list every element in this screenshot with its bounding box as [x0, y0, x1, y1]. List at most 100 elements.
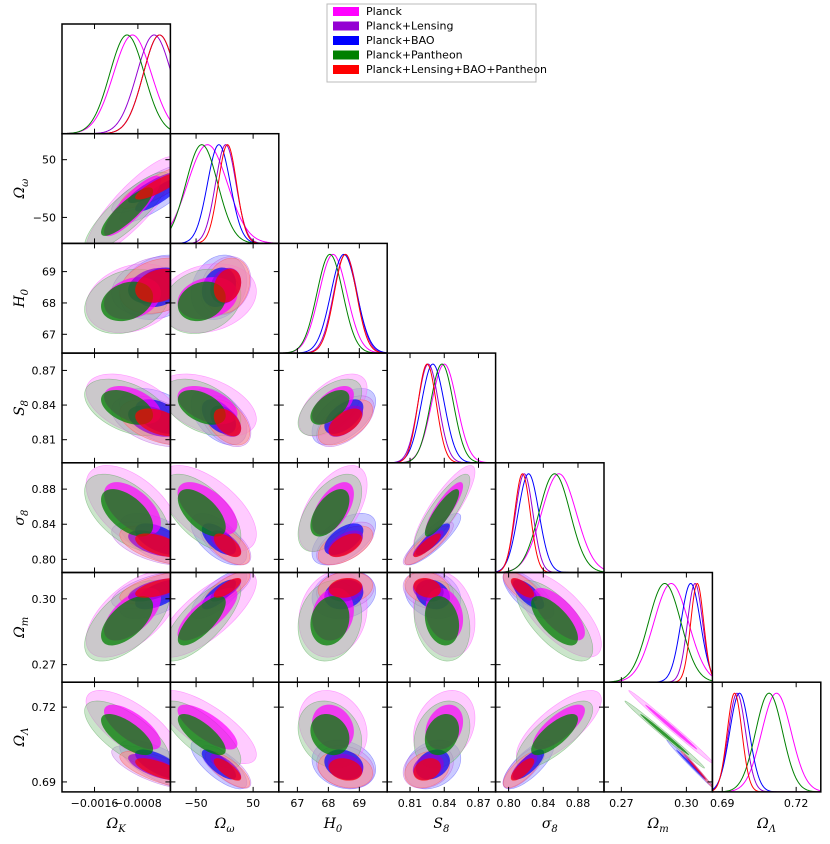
pdf-Planck [387, 363, 496, 463]
y-axis-label-Ow: Ωω [12, 179, 31, 200]
contour-inner-Planck+Lensing+BAO+Pantheon [135, 268, 171, 303]
contour-inner-Planck+Pantheon [424, 596, 460, 646]
x-tick-label: 0.84 [432, 797, 457, 810]
contour-inner-Planck+Pantheon [177, 713, 226, 756]
pdf-Planck+Lensing+BAO+Pantheon [387, 363, 496, 463]
panel-frame [603, 681, 714, 793]
y-axis-label-s8: σ8 [12, 510, 31, 526]
pdf-Planck+Lensing+BAO+Pantheon [62, 34, 171, 134]
contour-inner-Planck+Lensing+BAO+Pantheon [135, 533, 171, 558]
contour-inner-Planck+Pantheon [177, 489, 226, 537]
panel-s8-Om [502, 572, 602, 662]
y-axis-label-OL: ΩΛ [12, 728, 31, 748]
panel-frame [386, 352, 497, 464]
contour-inner-Planck+Lensing+BAO+Pantheon [328, 408, 363, 437]
panel-1d-H0 [278, 253, 388, 354]
contour-inner-Planck+Pantheon [531, 713, 578, 756]
legend-label-4: Planck+Lensing+BAO+Pantheon [366, 63, 547, 76]
pdf-Planck+Lensing [604, 583, 713, 683]
contour-inner-Planck+BAO [676, 749, 706, 780]
panel-Ow-S8 [170, 373, 257, 447]
contour-inner-Planck+Pantheon [310, 596, 350, 646]
legend-swatch-2 [333, 36, 359, 45]
legend-swatch-4 [333, 65, 359, 74]
y-axis-label-S8: S8 [12, 400, 31, 416]
panel-Ok-S8 [84, 373, 171, 447]
contour-inner-Planck+Lensing+BAO+Pantheon [510, 758, 535, 781]
pdf-Planck+Pantheon [495, 473, 605, 573]
panel-Ok-s8 [84, 465, 171, 565]
panels-layer [62, 34, 821, 792]
panel-Ow-s8 [170, 465, 257, 566]
pdf-Planck+Lensing+BAO+Pantheon [604, 583, 713, 683]
y-tick-label: 0.80 [32, 553, 57, 566]
panel-H0-OL [297, 690, 377, 790]
panel-Ow-Om [170, 572, 257, 662]
contour-inner-Planck+Lensing+BAO+Pantheon [135, 758, 171, 781]
pdf-Planck+Lensing [495, 473, 604, 573]
y-tick-label: 68 [42, 297, 56, 310]
pdf-Planck+Lensing+BAO+Pantheon [712, 692, 821, 792]
panel-s8-OL [502, 690, 602, 790]
contour-inner-Planck+Lensing+BAO+Pantheon [413, 577, 441, 598]
contour-inner-Planck+Pantheon [177, 596, 226, 646]
legend-label-2: Planck+BAO [366, 34, 435, 47]
panel-1d-Ow [170, 144, 279, 244]
pdf-Planck+Lensing [387, 363, 496, 463]
pdf-Planck [712, 692, 821, 792]
x-axis-label-OL: ΩΛ [756, 816, 776, 835]
panel-Ow-OL [170, 690, 257, 790]
y-tick-label: 0.72 [32, 701, 57, 714]
x-axis-label-Ok: ΩK [106, 816, 127, 835]
contour-inner-Planck+Pantheon [101, 489, 154, 537]
x-tick-label: 0.30 [674, 797, 699, 810]
contour-inner-Planck+Pantheon [310, 390, 350, 425]
x-tick-label: −0.0008 [114, 797, 162, 810]
panel-Ow-H0 [170, 254, 257, 334]
contour-inner-Planck+Pantheon [101, 187, 154, 236]
y-tick-label: −50 [33, 211, 56, 224]
x-tick-label: −50 [184, 797, 207, 810]
panel-Ok-H0 [84, 254, 171, 334]
contour-inner-Planck+Lensing+BAO+Pantheon [687, 758, 707, 781]
x-tick-label: 67 [290, 797, 304, 810]
legend-swatch-0 [333, 7, 359, 16]
y-tick-label: 0.81 [32, 434, 57, 447]
legend-label-1: Planck+Lensing [366, 20, 453, 33]
pdf-Planck+Lensing+BAO+Pantheon [495, 473, 604, 573]
x-tick-label: 68 [321, 797, 335, 810]
x-tick-label: 0.84 [531, 797, 556, 810]
panel-H0-S8 [297, 373, 377, 447]
pdf-Planck+Lensing+BAO+Pantheon [278, 253, 388, 354]
contour-inner-Planck+Pantheon [640, 713, 690, 756]
y-axis-label-Om: Ωm [12, 617, 31, 639]
contour-inner-Planck+Pantheon [177, 281, 226, 322]
x-tick-label: −0.0016 [71, 797, 119, 810]
pdf-Planck+Lensing [62, 34, 171, 134]
x-tick-label: 0.88 [566, 797, 591, 810]
x-axis-label-H0: H0 [323, 816, 343, 835]
panel-1d-Om [604, 582, 713, 683]
contour-inner-Planck+Pantheon [310, 489, 350, 537]
contour-inner-Planck+Lensing+BAO+Pantheon [413, 533, 441, 558]
pdf-Planck+Pantheon [278, 253, 388, 354]
x-tick-label: 0.27 [609, 797, 634, 810]
pdf-Planck+Lensing [278, 253, 388, 354]
x-tick-label: 0.80 [496, 797, 521, 810]
pdf-Planck [495, 473, 605, 573]
x-tick-label: 50 [246, 797, 260, 810]
panel-Ok-OL [84, 690, 171, 788]
legend-swatch-3 [333, 50, 359, 60]
y-tick-label: 0.27 [32, 659, 57, 672]
x-tick-label: 0.69 [710, 797, 735, 810]
pdf-Planck+Pantheon [604, 582, 713, 683]
panel-1d-OL [712, 692, 821, 792]
panel-S8-s8 [402, 465, 476, 566]
panel-frame [711, 681, 822, 793]
contour-inner-Planck+Pantheon [101, 596, 154, 646]
pdf-Planck+BAO [278, 253, 388, 354]
pdf-Planck+Lensing [712, 692, 821, 792]
pdf-Planck+Pantheon [62, 34, 171, 134]
